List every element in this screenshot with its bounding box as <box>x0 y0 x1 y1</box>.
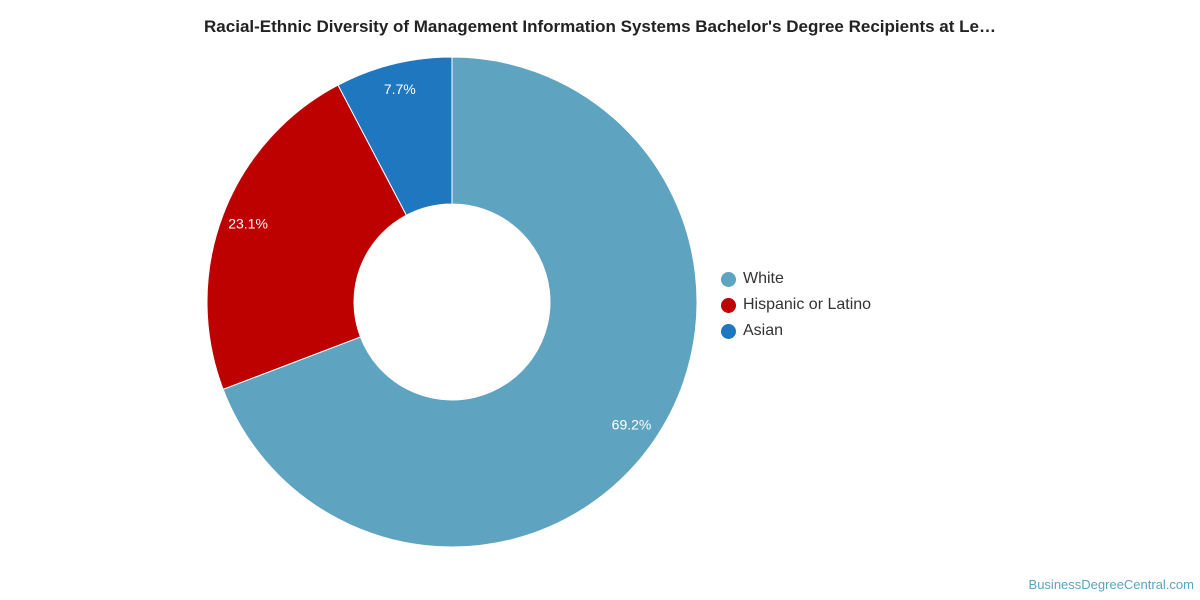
chart-title: Racial-Ethnic Diversity of Management In… <box>204 17 996 36</box>
slice-label-asian: 7.7% <box>384 81 416 97</box>
slice-label-hispanic-or-latino: 23.1% <box>228 216 268 232</box>
legend-item-hispanic-or-latino[interactable]: Hispanic or Latino <box>721 292 871 318</box>
legend-marker-hispanic-or-latino <box>721 297 736 313</box>
legend-label-hispanic-or-latino: Hispanic or Latino <box>743 296 872 313</box>
legend-marker-white <box>721 271 736 287</box>
legend-label-white: White <box>743 270 784 287</box>
legend-item-asian[interactable]: Asian <box>721 318 871 344</box>
slice-asian[interactable] <box>337 56 453 216</box>
legend-marker-asian <box>721 323 736 339</box>
slice-label-white: 69.2% <box>612 416 652 432</box>
legend-item-white[interactable]: White <box>721 266 871 292</box>
legend: White Hispanic or Latino Asian <box>721 266 871 344</box>
slice-hispanic-or-latino[interactable] <box>206 84 408 390</box>
source-credit[interactable]: BusinessDegreeCentral.com <box>1028 577 1194 592</box>
slice-white[interactable] <box>222 56 698 548</box>
legend-label-asian: Asian <box>743 322 784 339</box>
